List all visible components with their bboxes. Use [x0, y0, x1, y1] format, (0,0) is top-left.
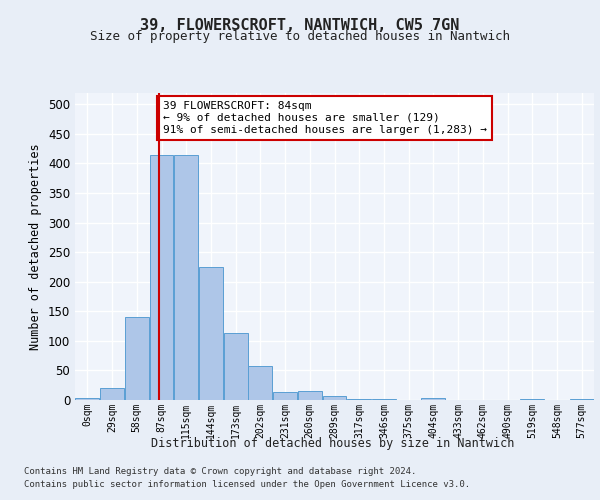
Bar: [421, 398, 445, 400]
Text: 39, FLOWERSCROFT, NANTWICH, CW5 7GN: 39, FLOWERSCROFT, NANTWICH, CW5 7GN: [140, 18, 460, 32]
Text: 39 FLOWERSCROFT: 84sqm
← 9% of detached houses are smaller (129)
91% of semi-det: 39 FLOWERSCROFT: 84sqm ← 9% of detached …: [163, 102, 487, 134]
Bar: [125, 317, 149, 400]
Bar: [224, 333, 248, 400]
Bar: [100, 388, 124, 400]
Text: Distribution of detached houses by size in Nantwich: Distribution of detached houses by size …: [151, 438, 515, 450]
Bar: [520, 399, 544, 400]
Bar: [248, 366, 272, 400]
Bar: [149, 154, 173, 400]
Text: Size of property relative to detached houses in Nantwich: Size of property relative to detached ho…: [90, 30, 510, 43]
Y-axis label: Number of detached properties: Number of detached properties: [29, 143, 43, 350]
Bar: [76, 398, 100, 400]
Bar: [569, 399, 593, 400]
Bar: [174, 154, 198, 400]
Bar: [372, 399, 396, 400]
Bar: [199, 267, 223, 400]
Text: Contains public sector information licensed under the Open Government Licence v3: Contains public sector information licen…: [24, 480, 470, 489]
Bar: [273, 392, 297, 400]
Bar: [298, 391, 322, 400]
Text: Contains HM Land Registry data © Crown copyright and database right 2024.: Contains HM Land Registry data © Crown c…: [24, 468, 416, 476]
Bar: [323, 396, 346, 400]
